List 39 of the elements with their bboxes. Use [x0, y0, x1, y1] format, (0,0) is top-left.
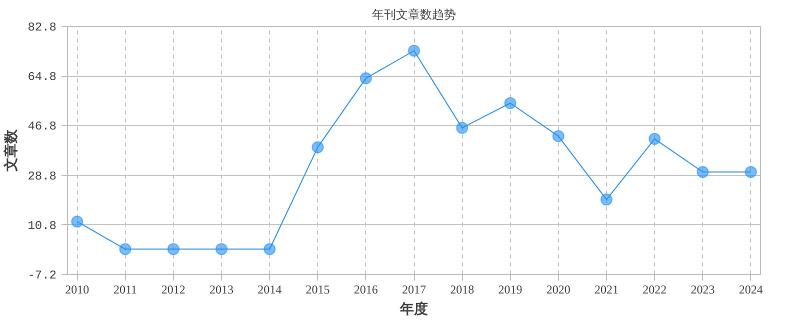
point [71, 216, 84, 228]
x-tick-label: 2014 [258, 282, 282, 296]
y-tick-label: 64.8 [28, 70, 57, 84]
point [600, 194, 612, 206]
x-tick-label: 2016 [354, 282, 378, 296]
point [119, 243, 132, 256]
x-axis-title: 年度 [399, 300, 428, 318]
point [648, 132, 661, 145]
point [264, 243, 276, 256]
x-tick-label: 2019 [498, 282, 522, 296]
x-tick-label: 2020 [546, 282, 570, 296]
y-tick-label: 82.8 [28, 20, 57, 34]
point [216, 243, 228, 256]
x-tick-label: 2015 [306, 282, 330, 296]
point [696, 166, 709, 178]
chart-title: 年刊文章数趋势 [372, 8, 456, 22]
point [408, 44, 420, 57]
x-tick-label: 2012 [161, 282, 186, 296]
y-axis-title: 文章数 [2, 128, 20, 172]
point [312, 141, 324, 154]
point [167, 243, 180, 256]
point [504, 97, 516, 110]
y-tick-label: -7.2 [28, 268, 57, 282]
point [360, 72, 372, 84]
x-tick-label: 2018 [450, 282, 474, 296]
x-tick-label: 2010 [65, 282, 90, 296]
x-tick-label: 2013 [210, 282, 234, 296]
y-tick-label: 46.8 [28, 120, 57, 134]
x-tick-label: 2021 [594, 282, 618, 296]
x-tick-label: 2022 [642, 282, 667, 296]
x-tick-label: 2017 [402, 282, 426, 296]
point [744, 166, 757, 178]
y-tick-label: 10.8 [28, 218, 57, 233]
point [456, 122, 468, 134]
y-tick-label: 28.8 [28, 169, 57, 184]
x-tick-label: 2024 [738, 282, 763, 296]
x-tick-label: 2023 [690, 282, 715, 296]
point [552, 130, 564, 142]
x-tick-label: 2011 [113, 282, 138, 296]
